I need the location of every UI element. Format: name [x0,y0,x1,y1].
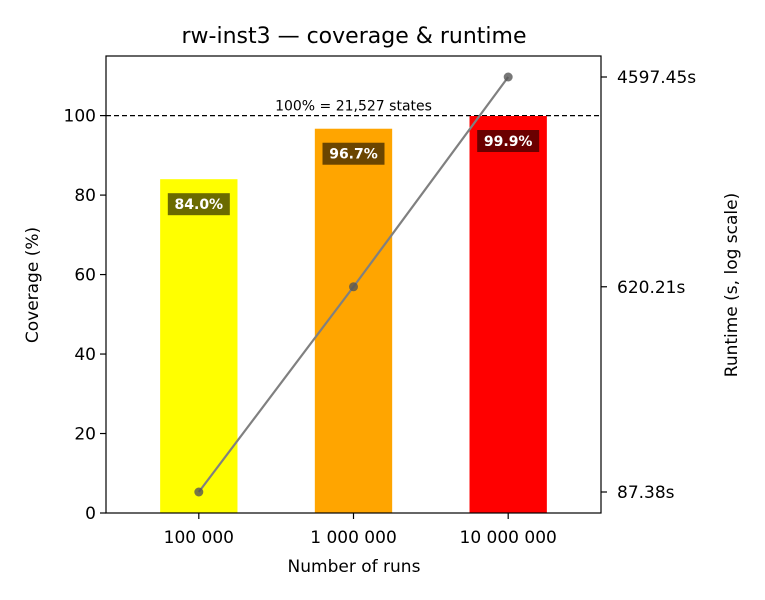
y2-axis-label: Runtime (s, log scale) [722,193,742,377]
runtime-point [194,487,204,497]
y-tick-label: 0 [85,504,96,524]
x-tick-label: 1 000 000 [310,528,397,548]
bar-value-label: 96.7% [329,147,378,163]
bar-value-label: 99.9% [484,134,533,150]
y2-tick-label: 87.38s [617,483,675,503]
runtime-point [503,72,513,82]
chart-title: rw-inst3 — coverage & runtime [181,24,526,49]
reference-line-label: 100% = 21,527 states [275,99,432,115]
bar-label-box [322,142,385,165]
x-tick-label: 100 000 [164,528,234,548]
runtime-point [349,282,358,292]
bar [469,116,547,513]
x-axis-label: Number of runs [288,557,421,577]
y2-tick-label: 4597.45s [617,68,696,88]
bar-label-box [477,130,540,153]
y-tick-label: 60 [74,266,96,286]
bar-label-box [167,193,230,216]
bar-value-label: 84.0% [175,197,224,213]
y2-tick-label: 620.21s [617,278,685,298]
x-tick-label: 10 000 000 [460,528,557,548]
bar [160,179,238,514]
y-tick-label: 80 [74,186,96,206]
y-axis-label: Coverage (%) [23,227,43,343]
y-tick-label: 40 [74,345,96,365]
y-tick-label: 20 [74,425,96,445]
y-tick-label: 100 [64,107,96,127]
